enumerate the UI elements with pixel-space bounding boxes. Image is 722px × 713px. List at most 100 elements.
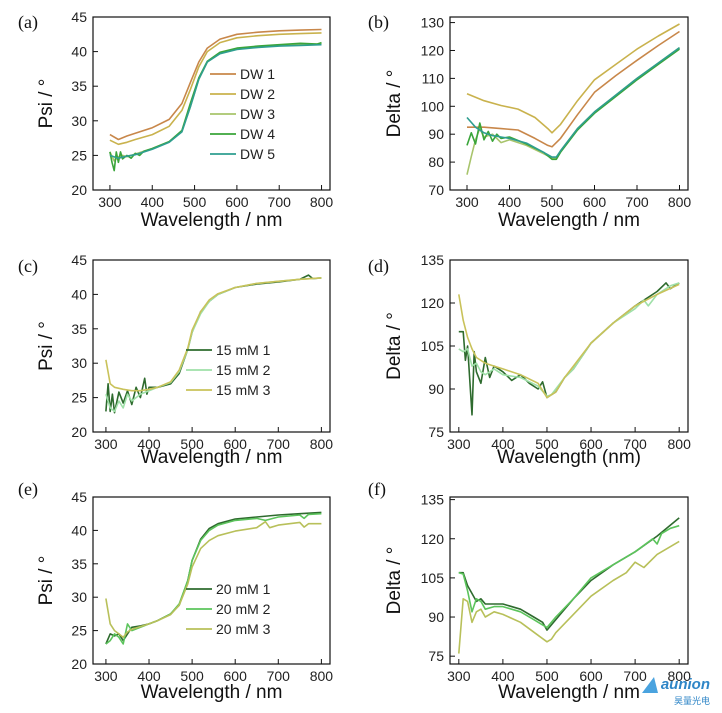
series-line-5 (466, 47, 680, 158)
series-line-3 (105, 277, 322, 392)
x-tick-label: 500 (535, 436, 559, 452)
legend: 20 mM 1 20 mM 2 20 mM 3 (186, 581, 271, 637)
series-line-3 (105, 520, 322, 639)
x-tick-label: 700 (623, 436, 647, 452)
x-axis-label: Wavelength (nm) (497, 447, 641, 468)
y-tick-label: 105 (421, 338, 445, 354)
x-axis-label: Wavelength / nm (498, 210, 640, 231)
x-tick-label: 600 (224, 668, 248, 684)
series-line-3 (458, 540, 680, 654)
x-tick-label: 300 (455, 194, 479, 210)
legend-entry: 20 mM 1 (216, 581, 271, 597)
series-line-2 (109, 32, 322, 146)
x-tick-label: 300 (98, 194, 122, 210)
y-tick-label: 30 (71, 589, 87, 605)
y-tick-label: 20 (71, 656, 87, 672)
x-tick-label: 600 (579, 668, 603, 684)
series-line-2 (467, 30, 680, 148)
y-tick-label: 135 (421, 492, 445, 508)
x-tick-label: 500 (183, 194, 207, 210)
series-line-3 (458, 283, 680, 399)
series-line-5 (109, 43, 322, 159)
legend-entry: DW 3 (240, 106, 275, 122)
y-tick-label: 130 (421, 15, 445, 31)
plot-frame (92, 259, 331, 433)
legend-entry: 15 mM 2 (216, 362, 271, 378)
x-tick-label: 500 (180, 668, 204, 684)
x-tick-label: 700 (625, 194, 649, 210)
series-line-1 (466, 23, 680, 134)
watermark-logo: aunion 昊量光电 (641, 676, 710, 707)
legend-entry: 20 mM 3 (216, 621, 271, 637)
y-tick-label: 90 (428, 381, 444, 397)
panel-e: (e) 300 400 500 600 700 800 20 25 30 35 40 45 Wavelen… (18, 479, 333, 703)
series-line-2 (105, 512, 322, 645)
x-tick-label: 700 (267, 668, 291, 684)
y-tick-label: 120 (421, 42, 445, 58)
legend: 15 mM 1 15 mM 2 15 mM 3 (186, 342, 271, 398)
watermark-sub: 昊量光电 (673, 696, 710, 706)
y-axis-label: Delta / ° (384, 547, 405, 615)
y-tick-label: 25 (71, 623, 87, 639)
plot-frame (449, 16, 689, 191)
x-tick-label: 700 (267, 436, 291, 452)
y-tick-label: 25 (71, 147, 87, 163)
y-tick-label: 20 (71, 182, 87, 198)
y-tick-label: 25 (71, 390, 87, 406)
legend-entry: DW 4 (240, 126, 275, 142)
y-tick-label: 30 (71, 113, 87, 129)
legend-entry: 15 mM 1 (216, 342, 271, 358)
panel-f: (f) 300 400 500 600 700 800 75 90 105 120 135 Wavele… (368, 479, 691, 703)
y-tick-label: 30 (71, 355, 87, 371)
legend: DW 1 DW 2 DW 3 DW 4 DW 5 (210, 66, 275, 162)
panel-label: (e) (18, 479, 38, 500)
x-tick-label: 400 (491, 668, 515, 684)
y-tick-label: 105 (421, 570, 445, 586)
x-axis-label: Wavelength / nm (141, 210, 283, 231)
x-tick-label: 300 (447, 436, 471, 452)
plot-frame (449, 259, 689, 433)
y-tick-label: 75 (428, 424, 444, 440)
x-tick-label: 800 (310, 194, 334, 210)
panel-c: (c) 300 400 500 600 700 800 20 25 30 35 40 45 Wavelen… (18, 252, 333, 468)
panel-label: (d) (368, 256, 389, 277)
y-tick-label: 35 (71, 321, 87, 337)
y-axis-label: Psi / ° (36, 321, 57, 371)
y-tick-label: 40 (71, 44, 87, 60)
legend-entry: DW 2 (240, 86, 275, 102)
x-tick-label: 600 (579, 436, 603, 452)
y-axis-label: Psi / ° (36, 556, 57, 606)
x-tick-label: 800 (668, 436, 692, 452)
series-line-1 (105, 274, 322, 414)
x-tick-label: 400 (498, 194, 522, 210)
y-tick-label: 90 (428, 609, 444, 625)
panel-label: (c) (18, 256, 38, 277)
panel-label: (a) (18, 12, 38, 33)
x-tick-label: 400 (141, 194, 165, 210)
legend-entry: DW 5 (240, 146, 275, 162)
plot-frame (92, 16, 331, 191)
panel-a: (a) 300 400 500 600 700 800 20 25 30 35 40 45 Wavelen… (18, 9, 333, 231)
x-tick-label: 800 (668, 194, 692, 210)
plot-frame (449, 496, 689, 665)
x-tick-label: 600 (225, 194, 249, 210)
y-axis-label: Delta / ° (384, 70, 405, 138)
x-tick-label: 800 (310, 436, 334, 452)
x-tick-label: 300 (94, 436, 118, 452)
legend-entry: DW 1 (240, 66, 275, 82)
y-tick-label: 40 (71, 522, 87, 538)
y-tick-label: 110 (422, 70, 445, 86)
y-tick-label: 40 (71, 286, 87, 302)
series-line-3 (109, 43, 322, 162)
y-tick-label: 20 (71, 424, 87, 440)
x-tick-label: 600 (583, 194, 607, 210)
x-axis-label: Wavelength / nm (141, 447, 283, 468)
y-tick-label: 135 (421, 252, 445, 268)
series-line-1 (105, 511, 322, 645)
y-tick-label: 90 (428, 126, 444, 142)
x-tick-label: 500 (180, 436, 204, 452)
x-tick-label: 600 (224, 436, 248, 452)
x-axis-label: Wavelength / nm (141, 682, 283, 703)
plot-frame (92, 496, 331, 665)
